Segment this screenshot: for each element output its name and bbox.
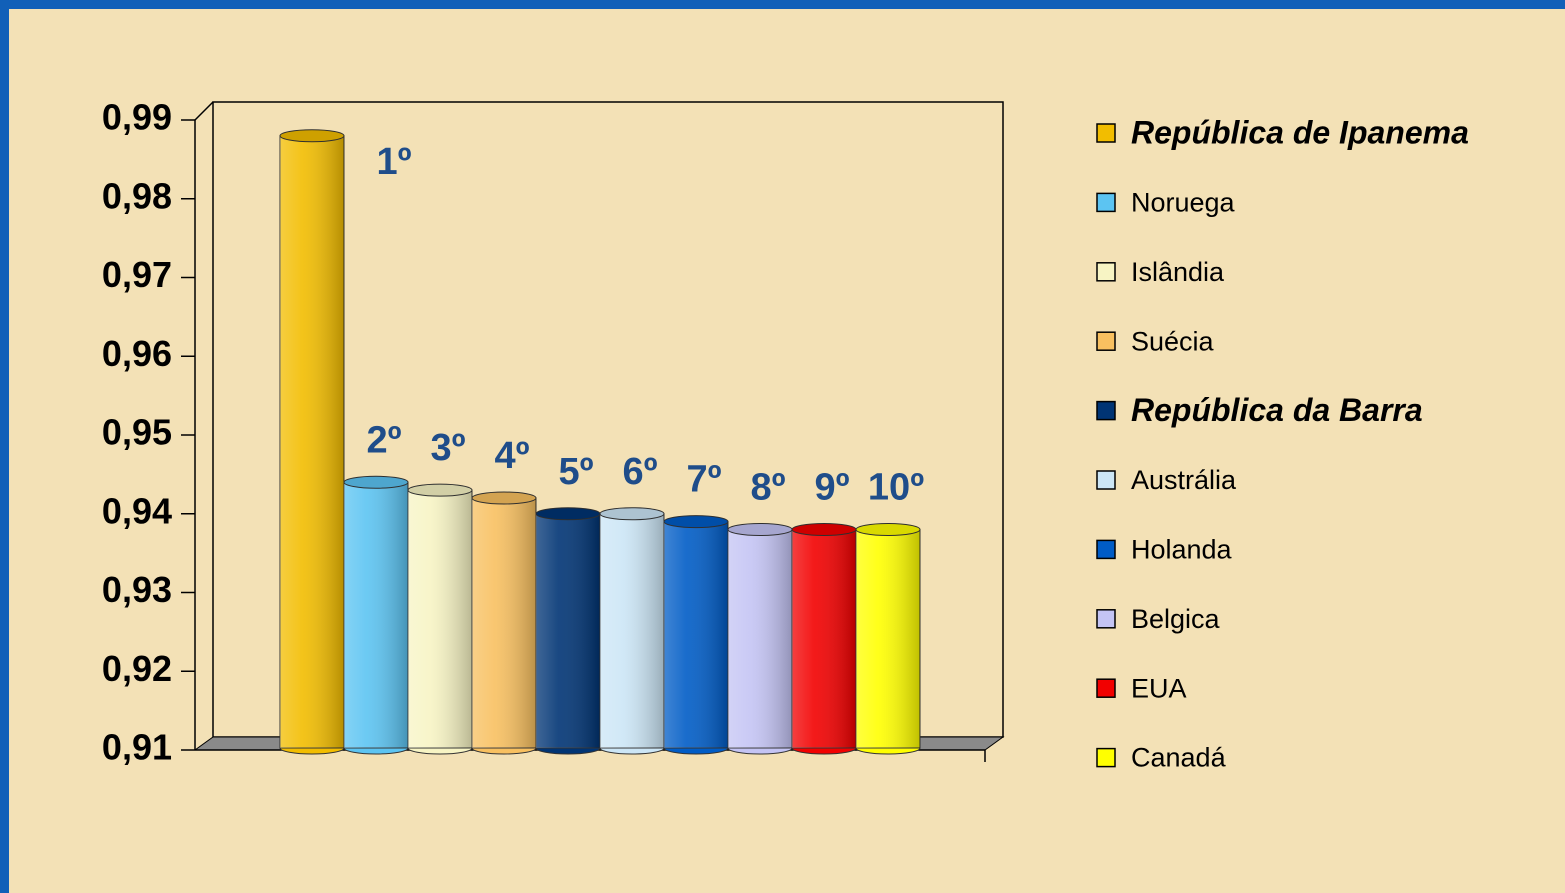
y-tick-label: 0,97	[102, 254, 172, 295]
shading	[664, 521, 728, 748]
bar-top	[599, 507, 665, 521]
bar-top-shade	[664, 515, 728, 528]
rank-label: 9º	[814, 467, 849, 509]
rank-label: 2º	[366, 419, 401, 461]
legend-swatch	[1096, 262, 1116, 282]
shading	[344, 482, 408, 748]
legend-label: República de Ipanema	[1131, 114, 1469, 150]
legend-swatch	[1096, 400, 1116, 421]
bar-top	[471, 491, 537, 505]
rank-label: 3º	[430, 427, 465, 469]
bar-top-shade	[344, 476, 408, 489]
legend-label: Belgica	[1131, 604, 1221, 634]
shading	[856, 529, 920, 748]
y-tick-label: 0,91	[102, 727, 172, 768]
rank-label: 4º	[494, 435, 529, 477]
legend-swatch	[1096, 192, 1116, 213]
shading	[408, 490, 472, 748]
rank-label: 1º	[376, 141, 411, 183]
legend-swatch	[1096, 470, 1116, 490]
shading	[280, 135, 344, 748]
y-tick-label: 0,93	[102, 569, 172, 610]
bar-top-shade	[408, 484, 472, 497]
bar-top	[855, 523, 921, 536]
legend-swatch	[1096, 609, 1116, 629]
y-tick-label: 0,95	[102, 412, 172, 453]
bar-top-shade	[472, 492, 536, 504]
y-tick-label: 0,94	[102, 490, 172, 531]
bar-top-shade	[536, 507, 600, 520]
rank-label: 7º	[686, 459, 721, 501]
legend-label: Austrália	[1131, 465, 1237, 495]
rank-label: 8º	[750, 467, 785, 509]
legend-swatch	[1096, 539, 1116, 560]
legend-swatch	[1096, 123, 1116, 143]
y-tick-label: 0,99	[102, 97, 172, 138]
y-tick-label: 0,96	[102, 333, 172, 374]
rank-label: 5º	[558, 451, 593, 493]
bar-top-shade	[728, 523, 792, 536]
y-tick-label: 0,92	[102, 648, 172, 689]
bar-top-shade	[280, 129, 344, 142]
bar-top	[407, 483, 473, 497]
rank-label: 6º	[622, 451, 657, 493]
bar-top	[663, 515, 729, 529]
bar-top-shade	[856, 523, 920, 536]
legend-swatch	[1096, 747, 1116, 768]
legend-label: República da Barra	[1131, 392, 1423, 428]
shading	[472, 498, 536, 748]
shading	[792, 529, 856, 748]
legend-label: Holanda	[1131, 535, 1233, 565]
legend-swatch	[1096, 678, 1116, 698]
legend-label: Canadá	[1131, 743, 1227, 773]
axis-edge	[194, 101, 214, 121]
legend-label: Islândia	[1131, 257, 1225, 287]
legend-label: Noruega	[1131, 188, 1236, 218]
bar-top	[343, 475, 409, 489]
bar-top-shade	[600, 507, 664, 520]
legend-swatch	[1096, 331, 1116, 351]
shading	[536, 513, 600, 748]
shading	[728, 529, 792, 748]
shading	[600, 513, 664, 748]
y-tick-label: 0,98	[102, 175, 172, 216]
legend-label: EUA	[1131, 673, 1187, 703]
bar-top	[279, 129, 345, 143]
bar-top-shade	[792, 523, 856, 536]
legend-label: Suécia	[1131, 326, 1215, 356]
rank-label: 10º	[868, 467, 924, 509]
